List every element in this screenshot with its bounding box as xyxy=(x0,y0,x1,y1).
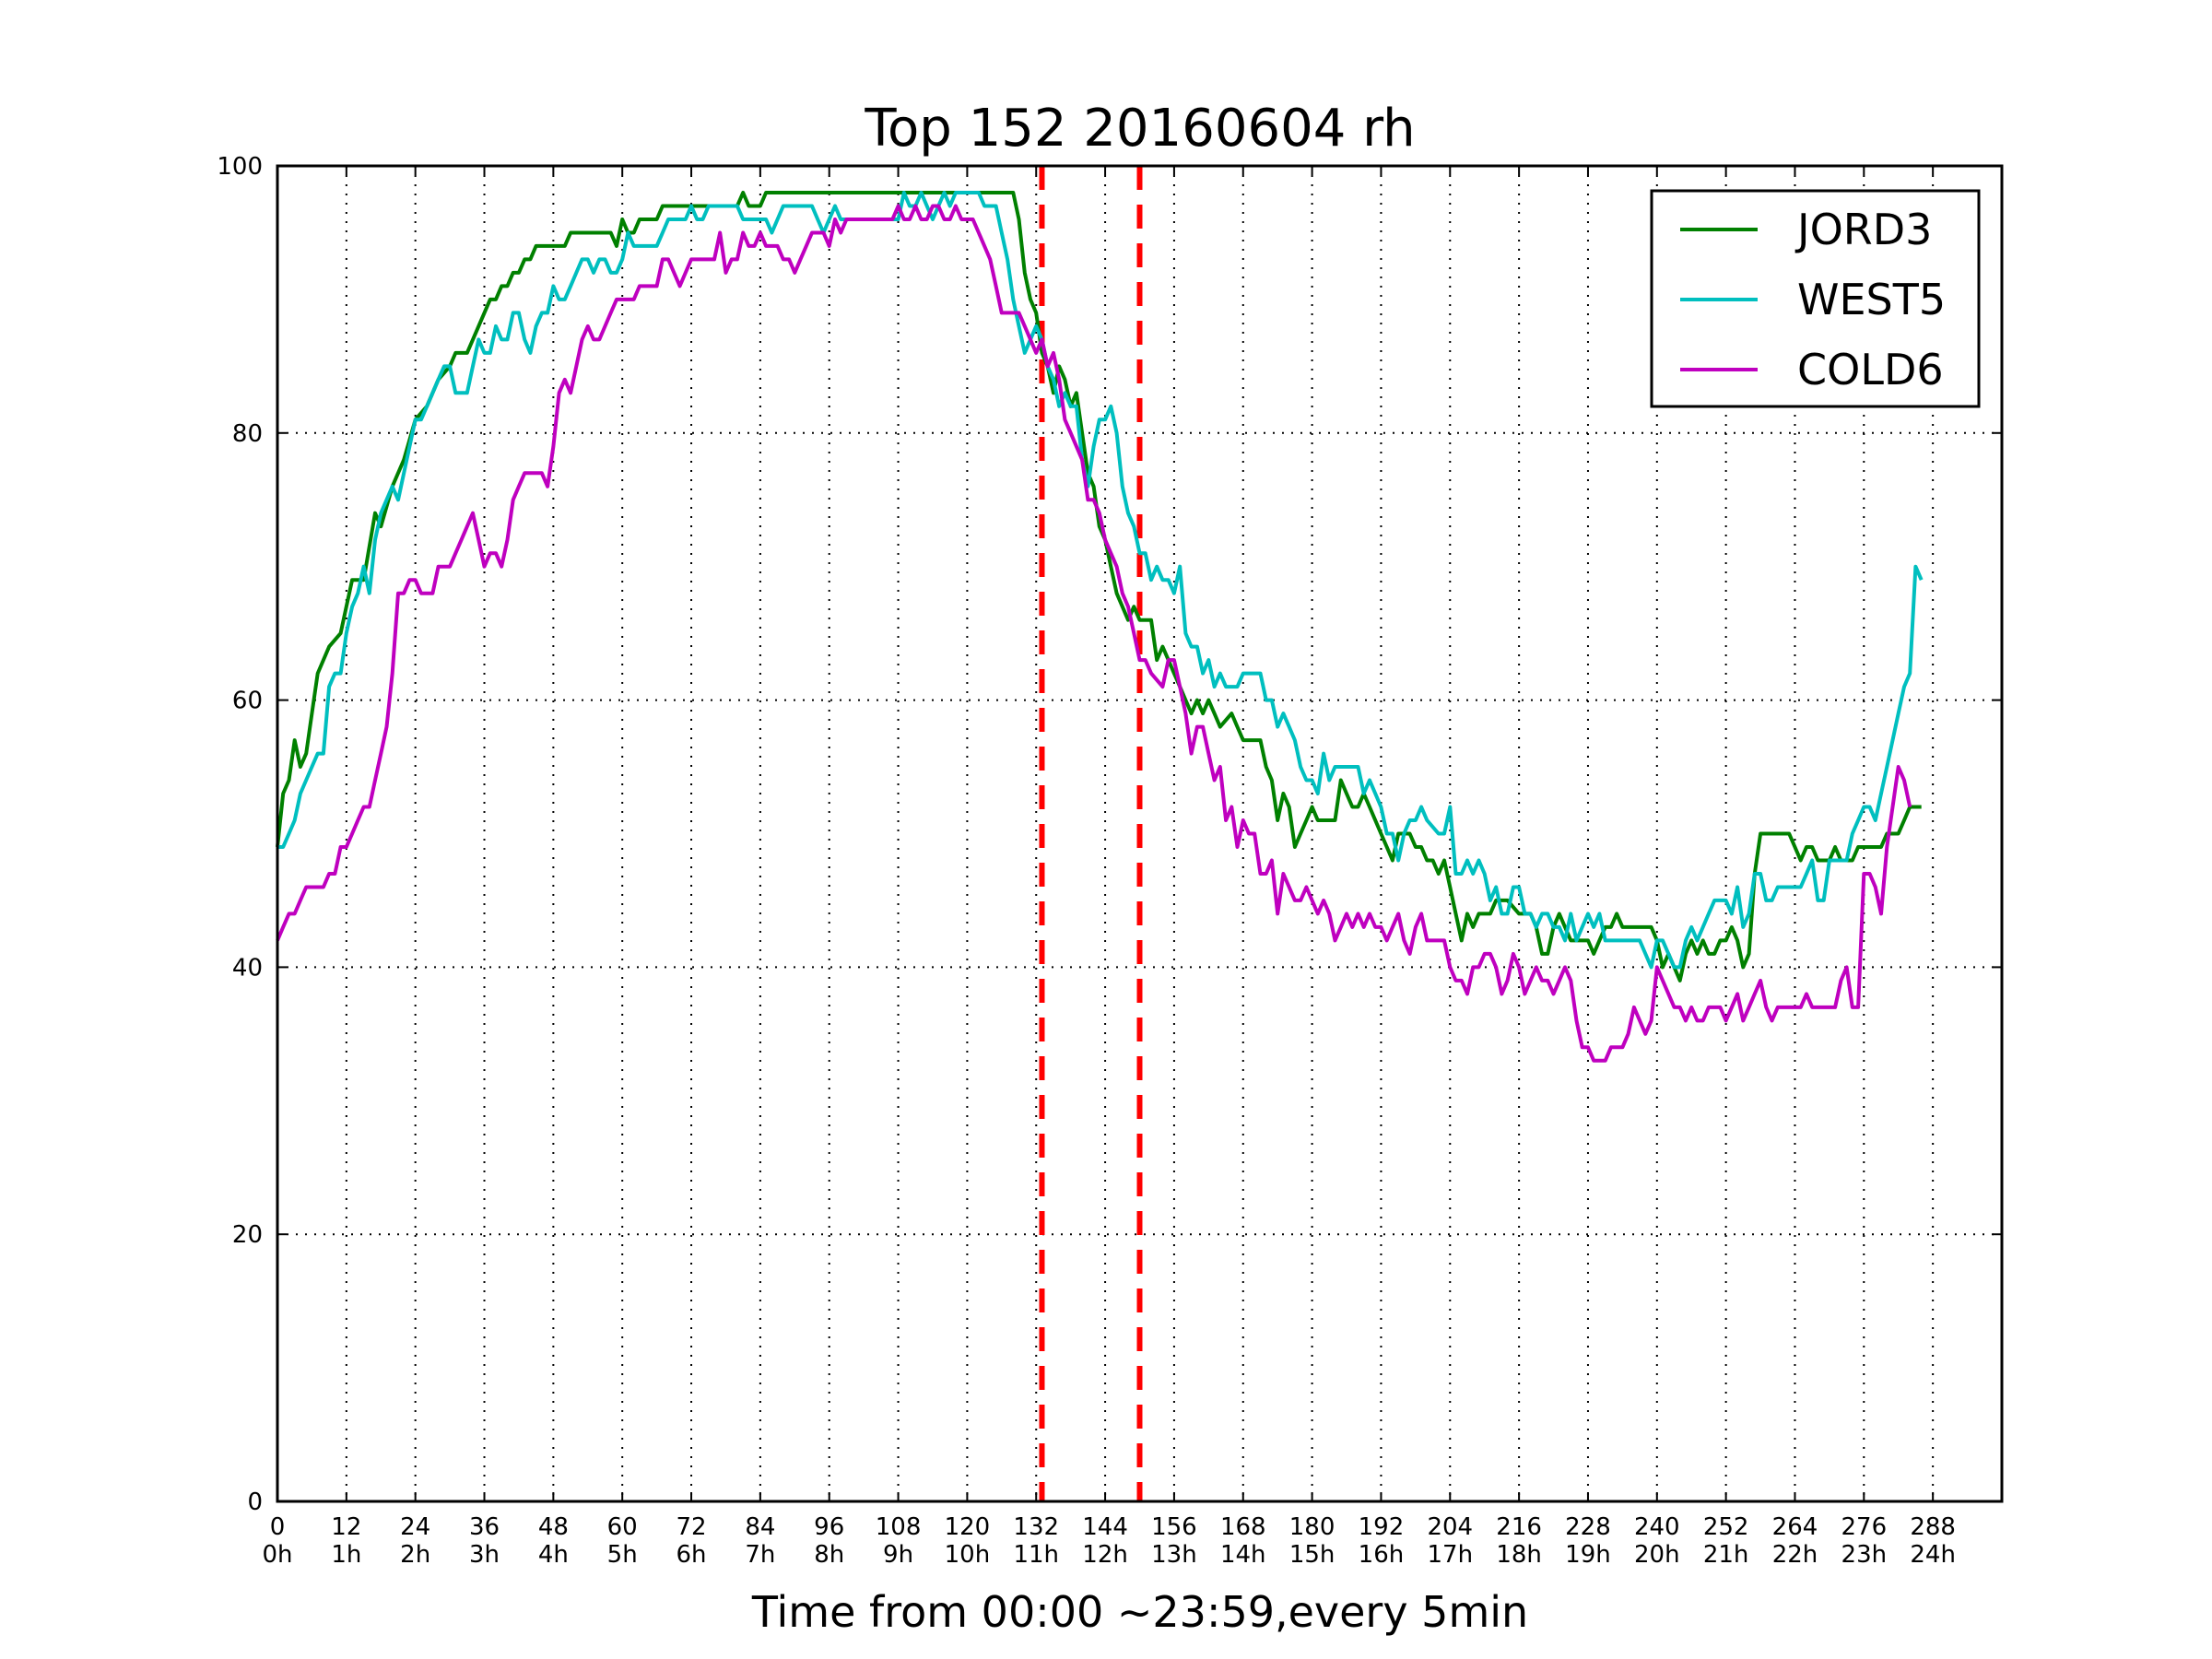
x-tick-label: 216 xyxy=(1496,1513,1542,1541)
x-tick-sublabel: 23h xyxy=(1841,1541,1888,1569)
x-tick-label: 276 xyxy=(1841,1513,1887,1541)
x-tick-sublabel: 12h xyxy=(1082,1541,1128,1569)
legend-label: JORD3 xyxy=(1794,205,1932,254)
x-tick-sublabel: 14h xyxy=(1220,1541,1266,1569)
x-tick-sublabel: 5h xyxy=(607,1541,638,1569)
x-tick-sublabel: 2h xyxy=(400,1541,430,1569)
x-tick-label: 84 xyxy=(745,1513,775,1541)
x-tick-label: 36 xyxy=(469,1513,500,1541)
x-tick-label: 204 xyxy=(1427,1513,1473,1541)
x-tick-sublabel: 15h xyxy=(1289,1541,1335,1569)
x-tick-label: 168 xyxy=(1220,1513,1266,1541)
x-tick-label: 264 xyxy=(1772,1513,1818,1541)
x-tick-sublabel: 6h xyxy=(677,1541,707,1569)
y-tick-label: 40 xyxy=(232,954,263,982)
x-tick-label: 108 xyxy=(876,1513,922,1541)
x-tick-label: 120 xyxy=(945,1513,991,1541)
x-tick-label: 288 xyxy=(1910,1513,1956,1541)
x-tick-label: 180 xyxy=(1289,1513,1335,1541)
x-tick-label: 0 xyxy=(270,1513,286,1541)
x-tick-sublabel: 16h xyxy=(1359,1541,1405,1569)
x-tick-sublabel: 18h xyxy=(1496,1541,1542,1569)
x-tick-sublabel: 4h xyxy=(538,1541,569,1569)
x-tick-sublabel: 8h xyxy=(814,1541,844,1569)
y-tick-label: 60 xyxy=(232,688,263,715)
x-tick-label: 156 xyxy=(1151,1513,1197,1541)
x-tick-sublabel: 0h xyxy=(262,1541,292,1569)
x-tick-label: 48 xyxy=(538,1513,569,1541)
y-tick-label: 0 xyxy=(247,1488,263,1516)
chart-title: Top 152 20160604 rh xyxy=(864,99,1415,159)
series-line-cold6 xyxy=(276,204,1912,1063)
x-tick-label: 72 xyxy=(676,1513,706,1541)
legend: JORD3 WEST5 COLD6 xyxy=(1650,189,1981,408)
x-tick-sublabel: 1h xyxy=(331,1541,361,1569)
x-tick-sublabel: 22h xyxy=(1772,1541,1818,1569)
x-tick-label: 132 xyxy=(1013,1513,1059,1541)
series-line-jord3 xyxy=(276,191,1922,982)
x-tick-sublabel: 17h xyxy=(1427,1541,1473,1569)
x-tick-sublabel: 11h xyxy=(1013,1541,1059,1569)
x-tick-sublabel: 20h xyxy=(1634,1541,1680,1569)
x-tick-label: 60 xyxy=(607,1513,638,1541)
x-axis-label: Time from 00:00 ~23:59,every 5min xyxy=(751,1587,1528,1637)
x-tick-label: 96 xyxy=(814,1513,844,1541)
x-tick-sublabel: 10h xyxy=(945,1541,991,1569)
x-tick-sublabel: 7h xyxy=(745,1541,775,1569)
y-tick-label: 100 xyxy=(217,153,263,181)
x-tick-label: 252 xyxy=(1703,1513,1749,1541)
x-tick-sublabel: 3h xyxy=(469,1541,500,1569)
y-tick-label: 80 xyxy=(232,420,263,448)
x-tick-sublabel: 13h xyxy=(1151,1541,1197,1569)
x-tick-label: 192 xyxy=(1359,1513,1405,1541)
x-tick-sublabel: 24h xyxy=(1910,1541,1956,1569)
x-tick-label: 24 xyxy=(400,1513,430,1541)
legend-label: WEST5 xyxy=(1797,275,1946,324)
series-line-west5 xyxy=(277,191,1924,970)
plot-frame xyxy=(276,164,2004,1503)
y-tick-label: 20 xyxy=(232,1221,263,1249)
x-tick-label: 240 xyxy=(1634,1513,1680,1541)
x-tick-label: 12 xyxy=(331,1513,361,1541)
legend-label: COLD6 xyxy=(1797,345,1944,394)
x-tick-sublabel: 19h xyxy=(1565,1541,1611,1569)
vertical-markers xyxy=(1039,166,1143,1501)
x-tick-sublabel: 21h xyxy=(1703,1541,1749,1569)
x-tick-label: 144 xyxy=(1082,1513,1128,1541)
x-tick-label: 228 xyxy=(1565,1513,1611,1541)
series-lines xyxy=(276,191,1924,1063)
axis-ticks: 00h121h242h363h484h605h726h847h968h1089h… xyxy=(217,153,2002,1569)
x-tick-sublabel: 9h xyxy=(883,1541,913,1569)
